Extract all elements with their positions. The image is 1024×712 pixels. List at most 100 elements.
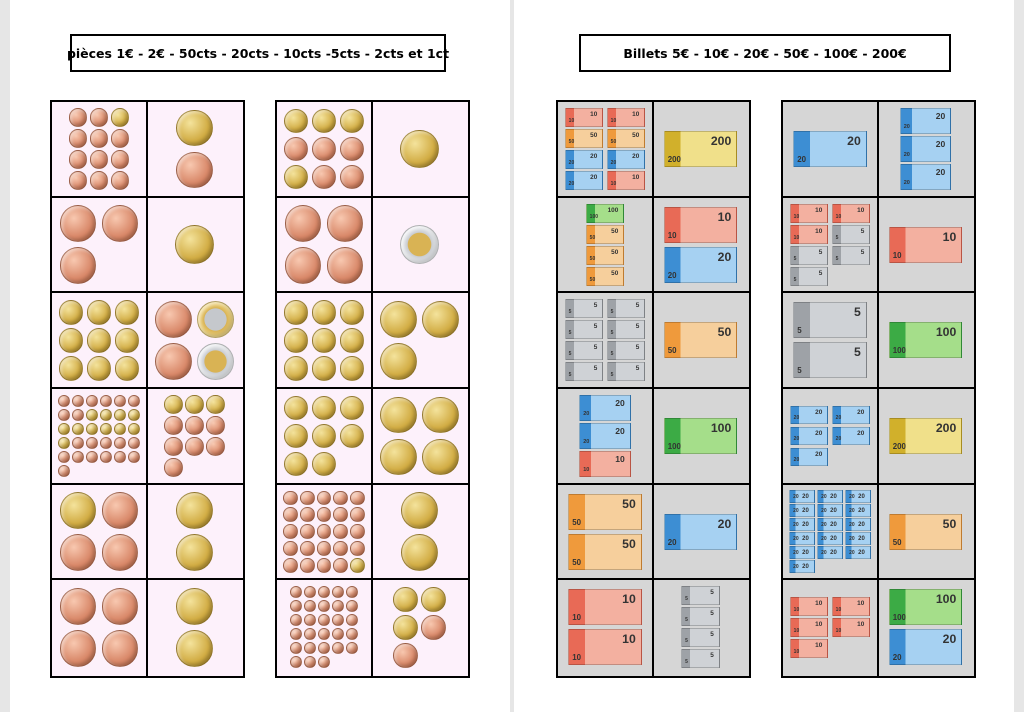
gold-coin bbox=[111, 108, 129, 126]
gold-coin bbox=[312, 356, 337, 381]
copper-coin bbox=[318, 614, 330, 626]
banknote-value: 20 bbox=[936, 140, 946, 149]
copper-coin bbox=[128, 437, 140, 449]
banknote-200: 200 200 bbox=[664, 131, 738, 167]
banknote-value-small: 50 bbox=[611, 140, 617, 145]
banknote-value-small: 200 bbox=[893, 443, 906, 451]
banknote-value: 20 bbox=[615, 399, 625, 408]
gold-coin bbox=[284, 356, 309, 381]
banknote-10: 10 10 bbox=[790, 639, 829, 658]
copper-coin bbox=[111, 129, 129, 147]
banknote-value: 50 bbox=[611, 271, 618, 277]
banknote-20: 20 20 bbox=[832, 427, 871, 446]
banknote-20: 20 20 bbox=[900, 164, 952, 189]
banknote-value: 50 bbox=[718, 326, 732, 338]
banknote-value: 50 bbox=[611, 250, 618, 256]
copper-coin bbox=[185, 416, 203, 434]
banknote-20: 20 20 bbox=[900, 136, 952, 161]
copper-coin bbox=[114, 437, 126, 449]
copper-coin bbox=[69, 108, 87, 126]
banknote-value-small: 20 bbox=[836, 416, 842, 421]
gold-coin bbox=[284, 328, 309, 353]
banknote-value: 50 bbox=[943, 518, 957, 530]
coins-title: pièces 1€ - 2€ - 50cts - 20cts - 10cts -… bbox=[70, 34, 446, 72]
gold-coin bbox=[58, 423, 70, 435]
banknote-value: 20 bbox=[858, 494, 865, 500]
coin-card-10 bbox=[373, 485, 469, 581]
banknote-value-small: 20 bbox=[668, 539, 677, 547]
copper-coin bbox=[102, 630, 139, 667]
banknote-card-grid-2: 20 20 20 20 20 20 20 20 10 10 10 10 10 10 5 5 5 5 5 5 5 5 10 10… bbox=[781, 100, 976, 678]
copper-coin bbox=[393, 643, 418, 668]
coin-card-grid-1 bbox=[50, 100, 245, 678]
copper-coin bbox=[346, 600, 358, 612]
banknote-100: 100 100 bbox=[889, 322, 963, 358]
copper-coin bbox=[58, 395, 70, 407]
banknote-value: 20 bbox=[615, 427, 625, 436]
banknote-50: 50 50 bbox=[586, 267, 625, 286]
banknote-value: 20 bbox=[936, 168, 946, 177]
banknote-value-small: 20 bbox=[821, 551, 827, 556]
banknote-value-small: 5 bbox=[611, 352, 614, 357]
banknote-50: 50 50 bbox=[607, 129, 646, 148]
banknote-value-small: 20 bbox=[893, 654, 902, 662]
banknote-value-small: 20 bbox=[569, 182, 575, 187]
banknote-value-small: 20 bbox=[849, 523, 855, 528]
banknote-value: 5 bbox=[710, 611, 714, 617]
gold-coin bbox=[421, 587, 446, 612]
gold-coin bbox=[128, 409, 140, 421]
banknote-value: 20 bbox=[830, 522, 837, 528]
banknote-value-small: 20 bbox=[668, 272, 677, 280]
gold-coin bbox=[115, 356, 140, 381]
banknote-value-small: 10 bbox=[794, 650, 800, 655]
banknote-card-10: 50 50 bbox=[879, 485, 975, 581]
banknote-10: 10 10 bbox=[607, 171, 646, 190]
gold-coin bbox=[380, 439, 417, 476]
gold-coin bbox=[59, 300, 84, 325]
banknote-value: 5 bbox=[594, 366, 598, 372]
banknote-100: 100 100 bbox=[664, 418, 738, 454]
banknote-10: 10 10 bbox=[565, 108, 604, 127]
banknote-value: 5 bbox=[710, 632, 714, 638]
gold-coin bbox=[340, 424, 365, 449]
bimetal-coin bbox=[400, 225, 439, 264]
banknote-value-small: 10 bbox=[569, 119, 575, 124]
banknote-value: 20 bbox=[718, 518, 732, 530]
gold-coin bbox=[59, 356, 84, 381]
banknote-value-small: 20 bbox=[797, 156, 806, 164]
banknote-10: 10 10 bbox=[832, 204, 871, 223]
banknote-card-3: 100 100 50 50 50 50 50 50 bbox=[558, 198, 654, 294]
banknote-20: 20 20 bbox=[793, 131, 867, 167]
copper-coin bbox=[60, 247, 97, 284]
gold-coin bbox=[393, 615, 418, 640]
banknote-value-small: 5 bbox=[685, 597, 688, 602]
banknote-10: 10 10 bbox=[607, 108, 646, 127]
banknote-value: 10 bbox=[815, 208, 822, 214]
copper-coin bbox=[283, 507, 298, 522]
banknote-value-small: 20 bbox=[794, 458, 800, 463]
banknote-value-small: 5 bbox=[685, 618, 688, 623]
copper-coin bbox=[86, 451, 98, 463]
banknote-value: 5 bbox=[710, 590, 714, 596]
copper-coin bbox=[332, 600, 344, 612]
copper-coin bbox=[69, 150, 87, 168]
banknote-value: 5 bbox=[636, 366, 640, 372]
copper-coin bbox=[350, 507, 365, 522]
banknote-value-small: 10 bbox=[611, 182, 617, 187]
gold-coin bbox=[128, 423, 140, 435]
gold-coin bbox=[340, 396, 365, 421]
copper-coin bbox=[164, 416, 182, 434]
coin-card-4 bbox=[373, 198, 469, 294]
banknote-value: 50 bbox=[611, 229, 618, 235]
banknote-value: 10 bbox=[632, 112, 639, 118]
gold-coin bbox=[87, 300, 112, 325]
banknote-value-small: 20 bbox=[849, 537, 855, 542]
banknote-value: 20 bbox=[815, 452, 822, 458]
coin-card-3 bbox=[52, 198, 148, 294]
